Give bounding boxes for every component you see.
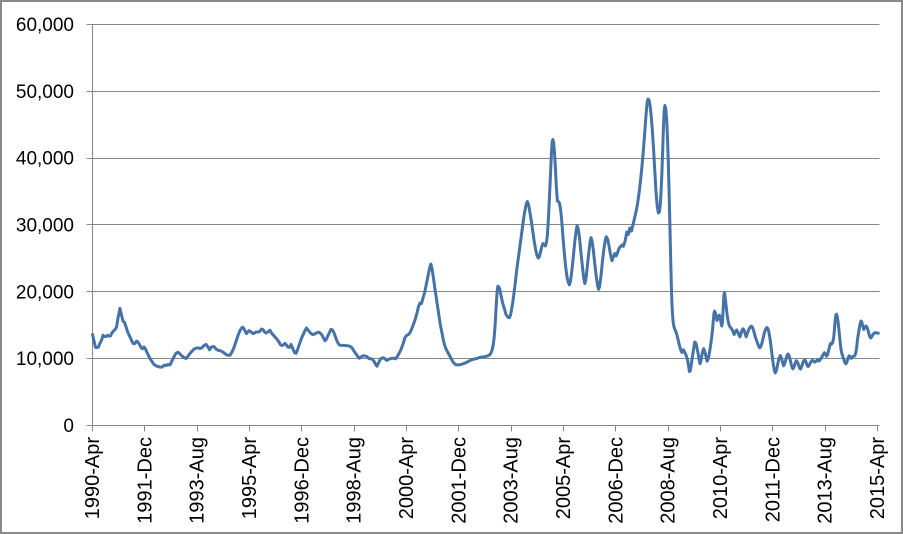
- svg-text:1993-Aug: 1993-Aug: [187, 437, 209, 524]
- svg-text:30,000: 30,000: [16, 216, 74, 237]
- svg-text:50,000: 50,000: [16, 82, 74, 103]
- svg-text:10,000: 10,000: [16, 349, 74, 370]
- svg-text:0: 0: [63, 416, 74, 437]
- svg-text:40,000: 40,000: [16, 149, 74, 170]
- svg-text:2000-Apr: 2000-Apr: [396, 437, 418, 520]
- svg-text:2013-Aug: 2013-Aug: [815, 437, 837, 524]
- svg-text:1996-Dec: 1996-Dec: [291, 437, 313, 524]
- svg-text:2011-Dec: 2011-Dec: [762, 437, 784, 522]
- svg-text:2003-Aug: 2003-Aug: [501, 437, 523, 524]
- svg-text:2001-Dec: 2001-Dec: [448, 437, 470, 524]
- svg-text:2015-Apr: 2015-Apr: [867, 437, 889, 520]
- svg-text:60,000: 60,000: [16, 15, 74, 36]
- svg-text:20,000: 20,000: [16, 282, 74, 303]
- svg-text:2006-Dec: 2006-Dec: [605, 437, 627, 524]
- svg-text:2008-Aug: 2008-Aug: [658, 437, 680, 524]
- svg-text:1998-Aug: 1998-Aug: [344, 437, 366, 524]
- svg-text:1991-Dec: 1991-Dec: [134, 437, 156, 524]
- svg-text:1995-Apr: 1995-Apr: [239, 437, 261, 520]
- svg-text:2005-Apr: 2005-Apr: [553, 437, 575, 520]
- svg-text:1990-Apr: 1990-Apr: [82, 437, 104, 520]
- svg-text:2010-Apr: 2010-Apr: [710, 437, 732, 520]
